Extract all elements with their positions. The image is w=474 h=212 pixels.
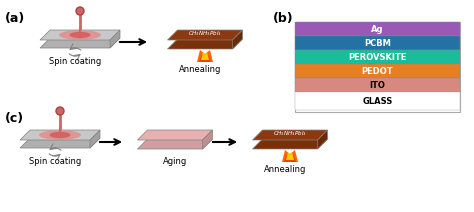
- Text: PCBM: PCBM: [364, 39, 391, 47]
- Bar: [295, 36, 460, 50]
- Polygon shape: [199, 54, 211, 62]
- Polygon shape: [40, 30, 120, 40]
- Polygon shape: [137, 139, 212, 149]
- Text: $CH_3NH_3PbI_3$: $CH_3NH_3PbI_3$: [188, 29, 222, 38]
- Text: (a): (a): [5, 12, 25, 25]
- Polygon shape: [167, 30, 243, 40]
- Polygon shape: [286, 152, 294, 160]
- Text: Spin coating: Spin coating: [49, 57, 101, 67]
- Ellipse shape: [39, 130, 81, 140]
- Text: GLASS: GLASS: [363, 96, 392, 106]
- Text: Spin coating: Spin coating: [29, 158, 81, 166]
- Polygon shape: [20, 138, 100, 148]
- Text: $CH_3NH_3PbI_3$: $CH_3NH_3PbI_3$: [273, 130, 307, 138]
- Ellipse shape: [70, 32, 91, 38]
- Bar: [295, 50, 460, 64]
- Polygon shape: [253, 139, 328, 149]
- Circle shape: [76, 7, 84, 15]
- Text: Aging: Aging: [163, 158, 187, 166]
- Polygon shape: [253, 130, 328, 140]
- Text: (c): (c): [5, 112, 24, 125]
- Bar: [295, 22, 460, 36]
- Bar: [295, 92, 460, 110]
- Ellipse shape: [49, 132, 71, 138]
- Text: ITO: ITO: [370, 81, 385, 89]
- Polygon shape: [318, 130, 328, 149]
- Polygon shape: [197, 50, 213, 62]
- Ellipse shape: [59, 30, 101, 40]
- Text: Annealing: Annealing: [264, 166, 306, 174]
- Polygon shape: [201, 52, 209, 60]
- Polygon shape: [137, 130, 212, 140]
- Polygon shape: [282, 150, 298, 162]
- Polygon shape: [167, 39, 243, 49]
- Text: Ag: Ag: [371, 25, 384, 33]
- Bar: [295, 64, 460, 78]
- Text: PEROVSKITE: PEROVSKITE: [348, 53, 407, 61]
- Polygon shape: [90, 130, 100, 148]
- Polygon shape: [40, 38, 120, 48]
- Text: (b): (b): [273, 12, 293, 25]
- Polygon shape: [284, 154, 296, 162]
- FancyBboxPatch shape: [295, 22, 460, 112]
- Bar: [295, 78, 460, 92]
- Circle shape: [56, 107, 64, 115]
- Polygon shape: [202, 130, 212, 149]
- Polygon shape: [233, 30, 243, 49]
- Polygon shape: [110, 30, 120, 48]
- Polygon shape: [20, 130, 100, 140]
- Text: PEDOT: PEDOT: [362, 67, 393, 75]
- Text: Annealing: Annealing: [179, 66, 221, 74]
